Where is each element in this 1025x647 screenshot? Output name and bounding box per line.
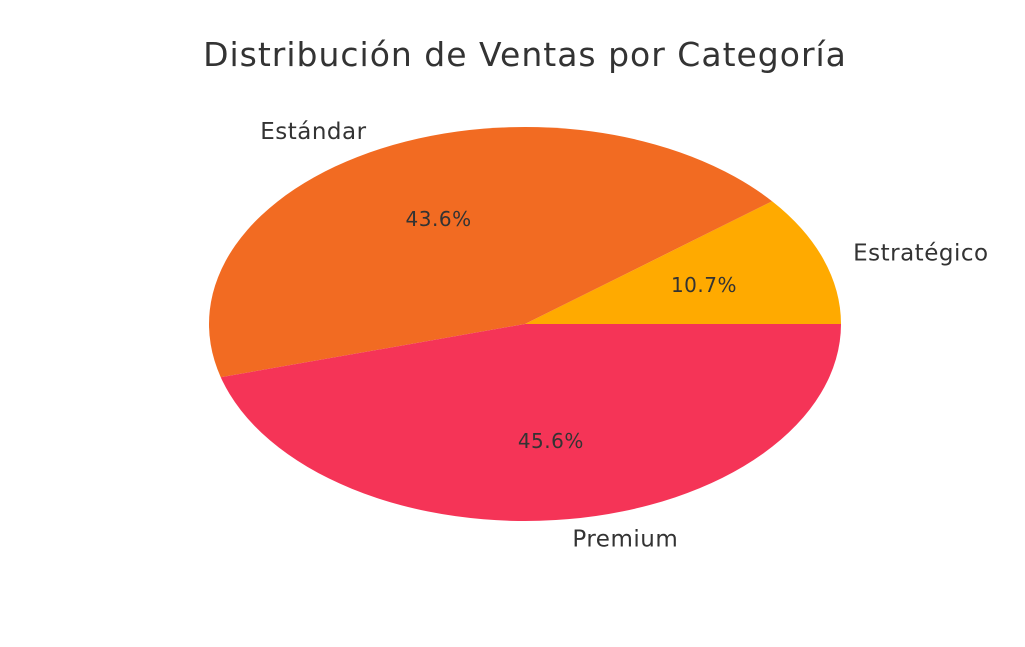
pie-slice-estandar [208, 126, 773, 378]
pie-category-label-estandar: Estándar [260, 119, 366, 145]
pie-slices [208, 126, 842, 521]
pie-category-labels: Estratégico Estándar Premium [260, 119, 988, 553]
pie-category-label-premium: Premium [572, 527, 678, 553]
pie-percent-label-estrategico: 10.7% [671, 273, 737, 297]
chart-title: Distribución de Ventas por Categoría [203, 35, 847, 74]
pie-category-label-estrategico: Estratégico [853, 240, 988, 266]
pie-percent-label-premium: 45.6% [518, 429, 584, 453]
pie-percent-label-estandar: 43.6% [406, 207, 472, 231]
pie-slice-estrategico [525, 201, 841, 324]
pie-percent-labels: 10.7% 43.6% 45.6% [406, 207, 737, 453]
pie-slice-premium [220, 324, 842, 521]
